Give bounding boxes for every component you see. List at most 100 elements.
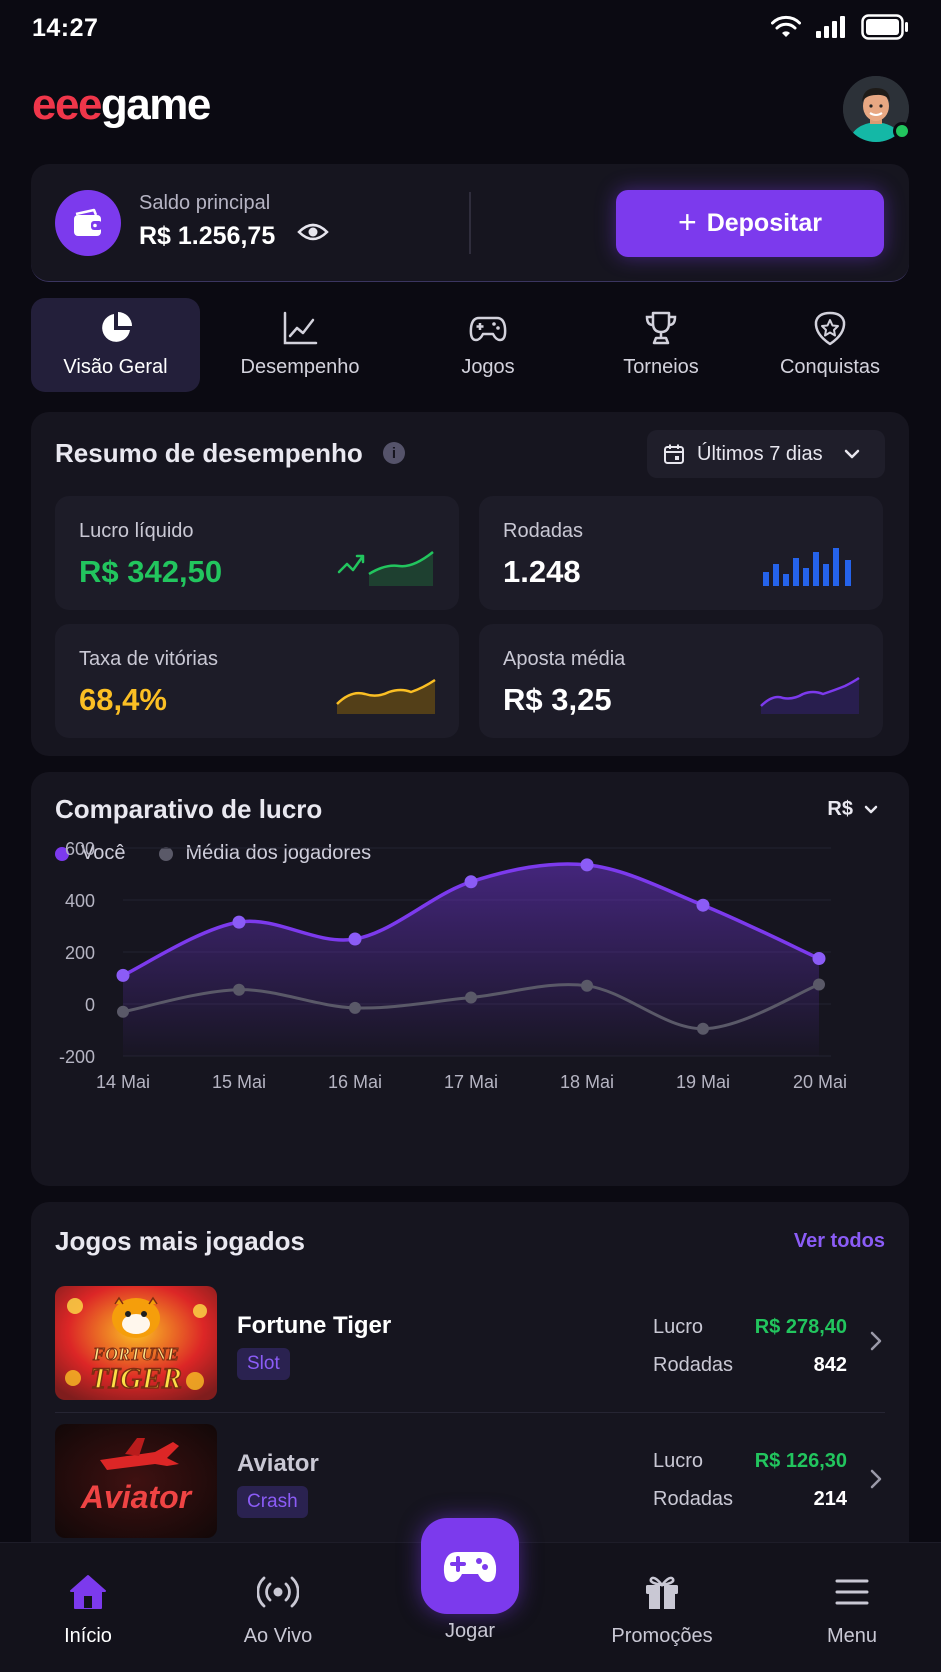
performance-summary-card: Resumo de desempenho i Últimos 7 dias Lu… xyxy=(31,412,909,756)
data-point-media xyxy=(697,1022,709,1035)
nav-label: Ao Vivo xyxy=(243,1625,313,1647)
line-sparkline-icon xyxy=(760,676,860,714)
tab-torneios[interactable]: Torneios xyxy=(576,298,746,392)
profit-value: R$ 126,30 xyxy=(754,1450,847,1472)
tab-jogos[interactable]: Jogos xyxy=(403,298,573,392)
status-icons xyxy=(771,14,909,40)
brand-logo[interactable]: eeegame xyxy=(32,80,211,130)
game-category-badge: Crash xyxy=(237,1486,308,1518)
profit-comparison-card: Comparativo de lucro R$ Você Média dos j… xyxy=(31,772,909,1186)
gift-icon xyxy=(646,1576,678,1609)
balance-label: Saldo principal xyxy=(139,192,271,214)
status-bar: 14:27 xyxy=(0,0,941,56)
profit-label: Lucro xyxy=(653,1316,704,1338)
status-time: 14:27 xyxy=(32,14,99,42)
wifi-icon xyxy=(771,15,801,37)
tab-desempenho[interactable]: Desempenho xyxy=(215,298,385,392)
nav-item-menu[interactable]: Menu xyxy=(772,1573,932,1648)
nav-label: Promoções xyxy=(611,1625,713,1647)
nav-item-inicio[interactable]: Início xyxy=(8,1573,168,1648)
tab-visao-geral[interactable]: Visão Geral xyxy=(31,298,200,392)
x-tick-label: 15 Mai xyxy=(212,1072,266,1092)
x-tick-label: 14 Mai xyxy=(96,1072,150,1092)
user-avatar-icon xyxy=(843,76,909,142)
chevron-right-icon xyxy=(870,1469,882,1489)
metric-net-profit: Lucro líquido R$ 342,50 xyxy=(55,496,459,610)
nav-label: Início xyxy=(64,1625,112,1647)
data-point-voce xyxy=(464,875,478,889)
pie-chart-icon xyxy=(101,312,132,342)
data-point-voce xyxy=(348,932,362,946)
y-tick-label: 0 xyxy=(85,995,95,1015)
trophy-icon xyxy=(645,311,677,345)
metric-label: Taxa de vitórias xyxy=(79,648,218,670)
row-divider xyxy=(55,1412,885,1413)
data-point-voce xyxy=(812,952,826,965)
play-button[interactable] xyxy=(421,1518,519,1614)
currency-select[interactable]: R$ xyxy=(827,798,879,821)
gamepad-icon xyxy=(469,316,507,342)
eye-icon[interactable] xyxy=(297,220,329,244)
bar-sparkline-icon xyxy=(763,548,851,586)
game-category-badge: Slot xyxy=(237,1348,290,1380)
home-icon xyxy=(70,1575,106,1609)
game-row-aviator[interactable]: Aviator Aviator Crash Lucro R$ 126,30 Ro… xyxy=(55,1424,885,1540)
nav-item-ao-vivo[interactable]: Ao Vivo xyxy=(198,1573,358,1648)
legend-item-voce: Você xyxy=(55,842,125,865)
metric-win-rate: Taxa de vitórias 68,4% xyxy=(55,624,459,738)
x-tick-label: 20 Mai xyxy=(793,1072,847,1092)
chevron-down-icon xyxy=(864,805,878,813)
data-point-voce xyxy=(116,968,130,982)
y-tick-label: -200 xyxy=(59,1047,95,1067)
battery-icon xyxy=(861,14,908,40)
data-point-media xyxy=(581,979,593,992)
tab-label: Jogos xyxy=(461,356,515,378)
legend-swatch xyxy=(55,846,69,861)
data-point-voce xyxy=(696,898,710,912)
chevron-right-icon xyxy=(870,1331,882,1351)
tab-conquistas[interactable]: Conquistas xyxy=(745,298,915,392)
x-tick-label: 16 Mai xyxy=(328,1072,382,1092)
metric-label: Rodadas xyxy=(503,520,584,542)
calendar-icon xyxy=(664,444,684,464)
metric-average-bet: Aposta média R$ 3,25 xyxy=(479,624,883,738)
aviator-thumbnail: Aviator xyxy=(55,1424,217,1538)
profit-label: Lucro xyxy=(653,1450,704,1472)
chevron-down-icon xyxy=(844,449,859,459)
deposit-button[interactable]: + Depositar xyxy=(616,190,884,257)
legend-swatch xyxy=(159,846,174,861)
data-point-media xyxy=(465,991,477,1004)
rounds-value: 214 xyxy=(813,1488,847,1510)
game-name: Fortune Tiger xyxy=(237,1312,392,1339)
tab-label: Conquistas xyxy=(779,356,881,378)
wallet-badge xyxy=(55,190,121,256)
x-tick-label: 18 Mai xyxy=(560,1072,614,1092)
metric-label: Lucro líquido xyxy=(79,520,194,542)
game-row-fortune-tiger[interactable]: FORTUNE TIGER Fortune Tiger Slot Lucro R… xyxy=(55,1286,885,1402)
nav-item-promocoes[interactable]: Promoções xyxy=(582,1573,742,1648)
summary-title: Resumo de desempenho xyxy=(55,438,363,468)
rounds-value: 842 xyxy=(813,1354,847,1376)
tab-label: Visão Geral xyxy=(63,356,168,378)
y-tick-label: 400 xyxy=(65,891,95,911)
wallet-icon xyxy=(74,208,102,236)
info-icon[interactable]: i xyxy=(383,442,405,464)
period-select[interactable]: Últimos 7 dias xyxy=(647,430,885,478)
chart-title: Comparativo de lucro xyxy=(55,794,323,824)
games-title: Jogos mais jogados xyxy=(55,1226,305,1256)
fortune-tiger-thumbnail: FORTUNE TIGER xyxy=(55,1286,217,1400)
line-chart-icon xyxy=(283,311,318,345)
logo-text-red: eee xyxy=(32,80,102,129)
data-point-media xyxy=(349,1001,361,1014)
signal-icon xyxy=(816,16,845,38)
game-name: Aviator xyxy=(237,1450,319,1477)
data-point-media xyxy=(117,1005,129,1018)
data-point-voce xyxy=(232,915,246,929)
legend-label: Você xyxy=(81,842,126,864)
see-all-link[interactable]: Ver todos xyxy=(793,1230,885,1252)
nav-label: Menu xyxy=(826,1625,878,1647)
area-sparkline-icon xyxy=(336,678,436,714)
medal-icon xyxy=(814,311,846,346)
nav-label-jogar[interactable]: Jogar xyxy=(444,1620,496,1642)
